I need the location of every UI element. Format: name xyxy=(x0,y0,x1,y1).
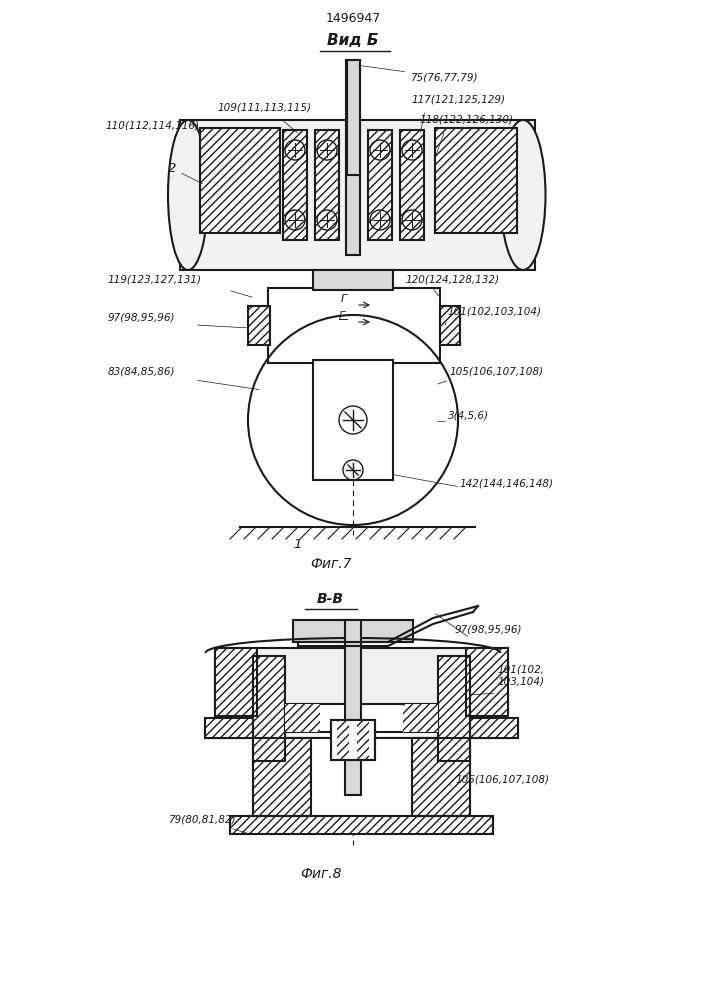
Bar xyxy=(215,648,257,716)
Bar xyxy=(412,738,470,816)
Bar xyxy=(347,60,360,175)
Text: 79(80,81,82): 79(80,81,82) xyxy=(168,814,235,824)
Bar xyxy=(315,130,339,240)
Bar xyxy=(313,270,393,290)
Text: 142(144,146,148): 142(144,146,148) xyxy=(460,479,554,489)
Bar xyxy=(412,738,470,816)
Text: Фиг.7: Фиг.7 xyxy=(310,557,351,571)
Bar xyxy=(205,718,253,738)
Bar xyxy=(400,130,424,240)
Bar xyxy=(253,738,311,816)
Bar xyxy=(331,720,375,760)
Bar xyxy=(331,720,375,760)
Text: Фиг.8: Фиг.8 xyxy=(300,867,341,881)
Text: 109(111,113,115): 109(111,113,115) xyxy=(218,103,312,113)
Bar xyxy=(215,648,508,713)
Bar xyxy=(440,306,460,345)
Bar xyxy=(285,704,438,732)
Bar xyxy=(313,360,393,480)
Text: Г: Г xyxy=(341,294,347,304)
Bar xyxy=(180,120,535,270)
Text: 105(106,107,108): 105(106,107,108) xyxy=(455,775,549,785)
Bar xyxy=(230,816,493,834)
Bar xyxy=(438,656,470,761)
Bar xyxy=(200,128,280,233)
Bar xyxy=(403,704,438,732)
Text: 1496947: 1496947 xyxy=(325,12,380,25)
Bar xyxy=(346,60,360,255)
Text: 101(102,
103,104): 101(102, 103,104) xyxy=(498,665,545,687)
Bar xyxy=(205,718,253,738)
Text: 2: 2 xyxy=(168,162,202,184)
Text: Вид Б: Вид Б xyxy=(327,33,379,48)
Bar xyxy=(293,620,413,642)
Text: 105(106,107,108): 105(106,107,108) xyxy=(450,367,544,377)
Bar xyxy=(248,306,270,345)
Ellipse shape xyxy=(501,120,546,270)
Bar xyxy=(268,288,440,363)
Bar xyxy=(205,718,518,738)
Text: 120(124,128,132): 120(124,128,132) xyxy=(405,274,499,284)
Bar xyxy=(435,128,517,233)
Bar xyxy=(253,656,285,761)
Bar xyxy=(440,306,460,345)
Bar xyxy=(345,620,361,795)
Bar xyxy=(470,718,518,738)
Text: 1: 1 xyxy=(293,538,301,551)
Ellipse shape xyxy=(168,120,208,270)
Text: 101(102,103,104): 101(102,103,104) xyxy=(448,307,542,317)
Bar xyxy=(253,656,285,761)
Bar xyxy=(470,718,518,738)
Bar xyxy=(215,648,257,716)
Bar xyxy=(368,130,392,240)
Bar xyxy=(368,130,392,240)
Text: 75(76,77,79): 75(76,77,79) xyxy=(358,65,477,82)
Text: 118(122,126,130): 118(122,126,130) xyxy=(420,114,514,124)
Text: Г: Г xyxy=(339,311,345,321)
Text: 3(4,5,6): 3(4,5,6) xyxy=(448,410,489,420)
Bar xyxy=(315,130,339,240)
Text: 117(121,125,129): 117(121,125,129) xyxy=(412,94,506,104)
Bar xyxy=(339,128,367,238)
Text: 110(112,114,116): 110(112,114,116) xyxy=(105,120,199,130)
Bar xyxy=(253,738,470,816)
Text: 97(98,95,96): 97(98,95,96) xyxy=(108,312,175,322)
Bar xyxy=(283,130,307,240)
Bar xyxy=(253,738,311,816)
Bar xyxy=(230,816,493,834)
Text: 97(98,95,96): 97(98,95,96) xyxy=(455,624,522,634)
Bar xyxy=(200,128,280,233)
Text: В-В: В-В xyxy=(317,592,344,606)
Text: 83(84,85,86): 83(84,85,86) xyxy=(108,367,175,377)
Bar xyxy=(248,306,270,345)
Bar xyxy=(466,648,508,716)
Bar xyxy=(357,720,369,760)
Bar xyxy=(438,656,470,761)
Bar xyxy=(435,128,517,233)
Bar xyxy=(337,720,349,760)
Text: 119(123,127,131): 119(123,127,131) xyxy=(108,275,202,285)
Bar xyxy=(283,130,307,240)
Bar xyxy=(400,130,424,240)
Bar xyxy=(285,704,320,732)
Bar xyxy=(466,648,508,716)
